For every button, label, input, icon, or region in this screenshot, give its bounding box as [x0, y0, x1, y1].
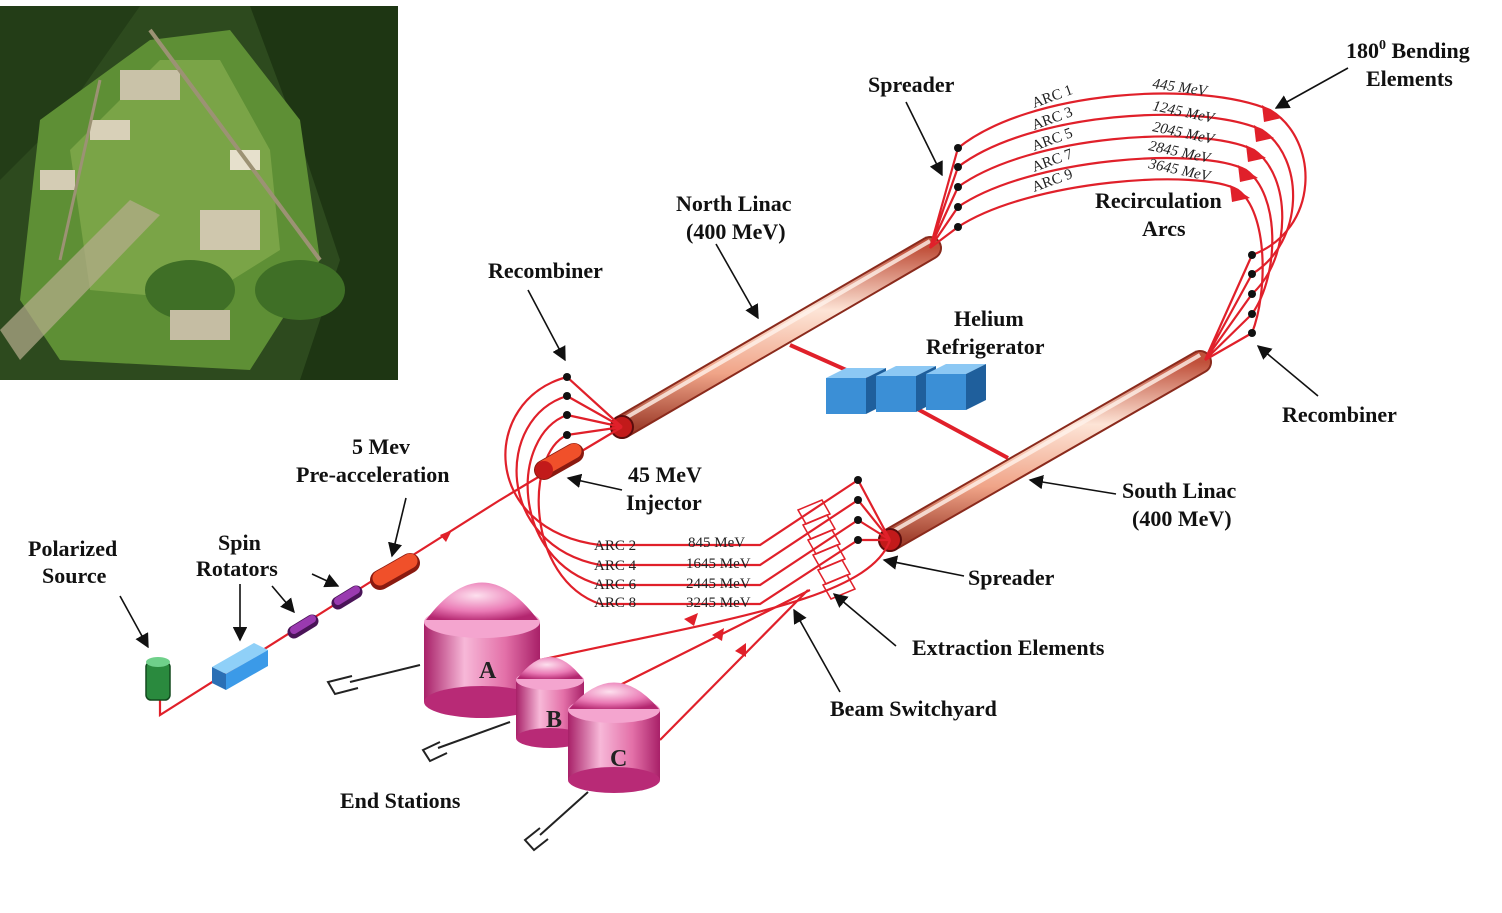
recombiner-right-label: Recombiner: [1282, 402, 1397, 427]
hall-a-label: A: [479, 658, 497, 684]
pre-acceleration-energy-label: 5 Mev: [352, 434, 410, 459]
arc-4-energy: 1645 MeV: [686, 556, 751, 572]
pre-acceleration-label: Pre-acceleration: [296, 462, 450, 487]
bending-elements-superscript: 0: [1379, 38, 1386, 53]
polarized-label: Polarized: [28, 536, 117, 561]
recombiner-left-label: Recombiner: [488, 258, 603, 283]
pre-acceleration-cylinder: [370, 553, 420, 590]
south-linac: [878, 350, 1212, 552]
hall-b-label: B: [546, 707, 562, 733]
bending-elements-number: 1800 Bending: [1346, 38, 1470, 63]
arc-6-energy: 2445 MeV: [686, 576, 751, 592]
arc-2-label: ARC 2: [594, 538, 636, 554]
recirculation-arcs-label: Arcs: [1142, 216, 1186, 241]
extraction-elements-label: Extraction Elements: [912, 635, 1105, 660]
odd-arc-labels: ARC 1 ARC 3 ARC 5 ARC 7 ARC 9 445 MeV 12…: [1030, 76, 1217, 196]
west-recirculation-arcs: [504, 373, 891, 606]
north-linac-label: North Linac: [676, 191, 792, 216]
spin-rotator-box: [212, 643, 268, 690]
helium-link-south: [909, 403, 1009, 460]
pointer-arrows: [119, 67, 1349, 693]
east-recirculation-arcs: [928, 92, 1307, 361]
end-station-a: A: [424, 582, 540, 718]
extraction-elements: [796, 499, 857, 600]
beam-dumps: [326, 664, 589, 852]
recirculation-label: Recirculation: [1095, 188, 1222, 213]
spin-label: Spin: [218, 530, 261, 555]
helium-label: Helium: [954, 306, 1024, 331]
aerial-photo: [0, 6, 398, 380]
arc-4-label: ARC 4: [594, 558, 637, 574]
beam-switchyard-label: Beam Switchyard: [830, 696, 997, 721]
refrigerator-label: Refrigerator: [926, 334, 1045, 359]
south-linac-energy-label: (400 MeV): [1132, 506, 1232, 531]
end-station-c: C: [568, 682, 660, 793]
hall-c-label: C: [610, 746, 627, 772]
end-stations-label: End Stations: [340, 788, 461, 813]
bending-elements-label: Elements: [1366, 66, 1453, 91]
polarized-source: [145, 657, 171, 701]
injector-energy-label: 45 MeV: [628, 462, 702, 487]
spin-rotator-1: [287, 614, 319, 639]
source-label: Source: [42, 563, 107, 588]
spin-rotator-2: [331, 585, 363, 610]
injector-label: Injector: [626, 490, 702, 515]
south-linac-label: South Linac: [1122, 478, 1237, 503]
arc-1-energy: 445 MeV: [1151, 76, 1209, 100]
arc-6-label: ARC 6: [594, 577, 637, 593]
rotators-label: Rotators: [196, 556, 278, 581]
injector-cylinder: [534, 443, 584, 480]
north-linac: [610, 236, 942, 439]
arc-2-energy: 845 MeV: [688, 535, 745, 551]
helium-refrigerator: [826, 364, 986, 414]
arc-8-label: ARC 8: [594, 595, 636, 611]
spreader-top-label: Spreader: [868, 72, 955, 97]
arc-8-energy: 3245 MeV: [686, 595, 751, 611]
even-arc-labels: ARC 2 ARC 4 ARC 6 ARC 8 845 MeV 1645 MeV…: [594, 535, 751, 611]
spreader-bottom-label: Spreader: [968, 565, 1055, 590]
north-linac-energy-label: (400 MeV): [686, 219, 786, 244]
